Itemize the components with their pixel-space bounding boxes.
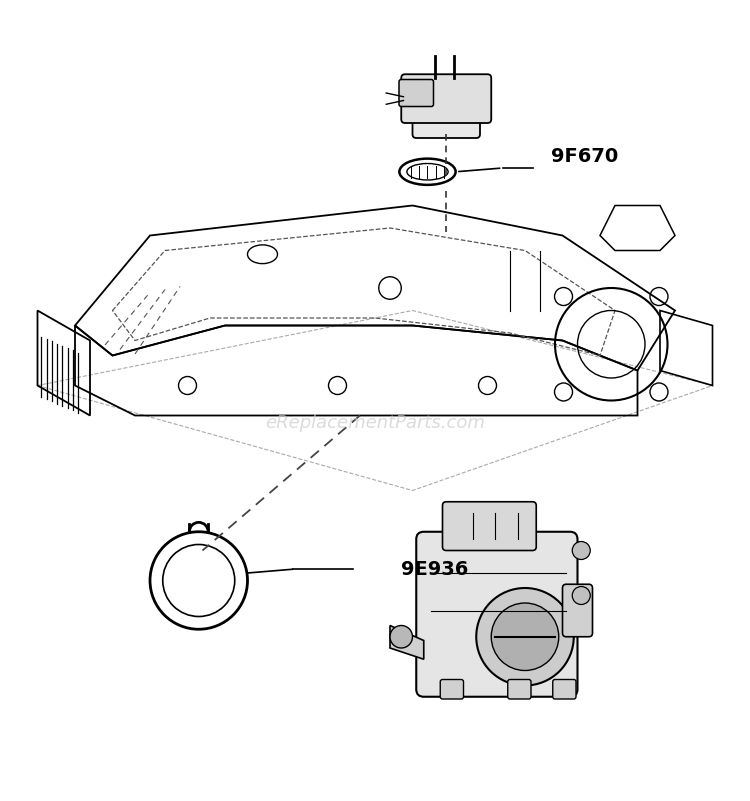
FancyBboxPatch shape [401,74,491,123]
FancyBboxPatch shape [399,79,433,107]
FancyBboxPatch shape [413,97,480,138]
Circle shape [476,588,574,686]
Circle shape [572,541,590,560]
Text: 9F670: 9F670 [551,147,619,167]
FancyBboxPatch shape [562,584,592,637]
Circle shape [491,603,559,670]
FancyBboxPatch shape [416,532,578,697]
Polygon shape [390,626,424,659]
FancyBboxPatch shape [553,679,576,699]
FancyBboxPatch shape [442,501,536,550]
Circle shape [572,586,590,605]
FancyBboxPatch shape [508,679,531,699]
FancyBboxPatch shape [440,679,464,699]
Text: eReplacementParts.com: eReplacementParts.com [265,414,485,432]
Text: 9E936: 9E936 [401,560,469,579]
Circle shape [390,626,412,648]
